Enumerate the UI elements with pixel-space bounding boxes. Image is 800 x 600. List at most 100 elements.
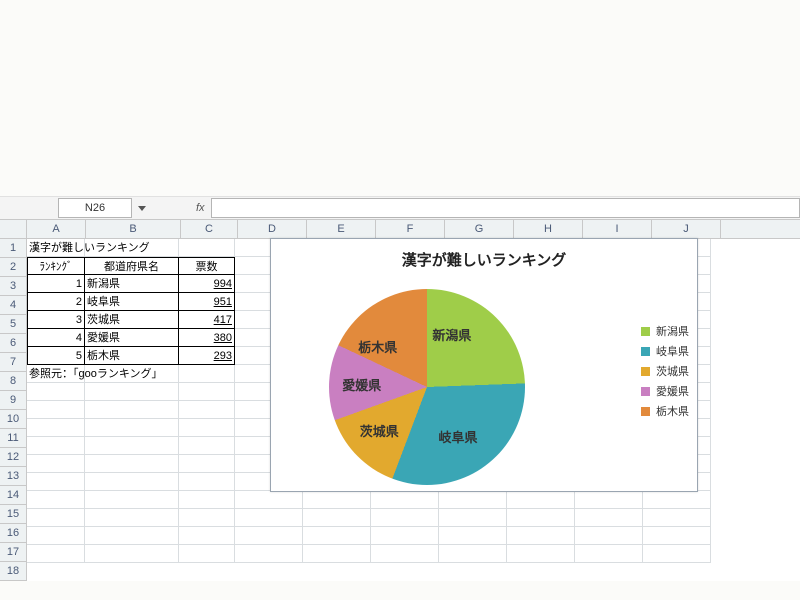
col-header[interactable]: E — [307, 220, 376, 238]
cell[interactable] — [179, 239, 235, 257]
cell[interactable]: 293 — [179, 347, 235, 365]
cell[interactable]: 新潟県 — [85, 275, 179, 293]
cell[interactable] — [27, 455, 85, 473]
cell[interactable]: 994 — [179, 275, 235, 293]
cell[interactable] — [507, 527, 575, 545]
cell[interactable] — [85, 527, 179, 545]
cell[interactable]: 3 — [27, 311, 85, 329]
row-header[interactable]: 7 — [0, 353, 26, 372]
cell[interactable] — [507, 491, 575, 509]
worksheet[interactable]: A B C D E F G H I J 12345678910111213141… — [0, 220, 800, 581]
cell[interactable]: 417 — [179, 311, 235, 329]
cell[interactable] — [439, 509, 507, 527]
cell[interactable] — [27, 419, 85, 437]
cell[interactable] — [27, 491, 85, 509]
cell[interactable]: 都道府県名 — [85, 257, 179, 275]
cell[interactable]: 1 — [27, 275, 85, 293]
cell[interactable] — [85, 401, 179, 419]
cell[interactable] — [235, 545, 303, 563]
cell[interactable]: 岐阜県 — [85, 293, 179, 311]
row-header[interactable]: 15 — [0, 505, 26, 524]
cell[interactable] — [371, 545, 439, 563]
cell[interactable] — [643, 509, 711, 527]
cell[interactable] — [303, 545, 371, 563]
row-header[interactable]: 3 — [0, 277, 26, 296]
cell[interactable] — [575, 509, 643, 527]
cell[interactable] — [85, 383, 179, 401]
cell[interactable] — [643, 527, 711, 545]
cell[interactable] — [85, 473, 179, 491]
cell[interactable] — [179, 419, 235, 437]
col-header[interactable]: G — [445, 220, 514, 238]
cell[interactable] — [179, 383, 235, 401]
cell[interactable]: 愛媛県 — [85, 329, 179, 347]
cell[interactable] — [27, 383, 85, 401]
row-header[interactable]: 16 — [0, 524, 26, 543]
cell[interactable] — [371, 491, 439, 509]
cell[interactable] — [85, 491, 179, 509]
cell[interactable] — [85, 455, 179, 473]
cell[interactable] — [439, 527, 507, 545]
cell[interactable] — [179, 527, 235, 545]
cell[interactable]: 380 — [179, 329, 235, 347]
row-header[interactable]: 9 — [0, 391, 26, 410]
pie-chart[interactable]: 漢字が難しいランキング 新潟県岐阜県茨城県愛媛県栃木県 新潟県岐阜県茨城県愛媛県… — [270, 238, 698, 492]
cell[interactable] — [27, 545, 85, 563]
cell[interactable] — [507, 545, 575, 563]
cell[interactable] — [27, 509, 85, 527]
cell[interactable] — [575, 527, 643, 545]
cell[interactable]: 栃木県 — [85, 347, 179, 365]
cell[interactable] — [85, 437, 179, 455]
select-all-corner[interactable] — [0, 220, 27, 238]
cell[interactable] — [303, 491, 371, 509]
cell[interactable] — [85, 545, 179, 563]
cell[interactable] — [179, 545, 235, 563]
cell[interactable] — [27, 437, 85, 455]
row-header[interactable]: 11 — [0, 429, 26, 448]
cell[interactable]: 漢字が難しいランキング — [27, 239, 85, 257]
name-box[interactable]: N26 — [58, 198, 132, 218]
cell[interactable]: 5 — [27, 347, 85, 365]
row-header[interactable]: 2 — [0, 258, 26, 277]
cell[interactable] — [179, 365, 235, 383]
cell[interactable] — [85, 419, 179, 437]
cell[interactable] — [439, 491, 507, 509]
col-header[interactable]: A — [27, 220, 86, 238]
name-box-dropdown-icon[interactable] — [138, 206, 146, 211]
cell[interactable] — [27, 527, 85, 545]
cell[interactable] — [439, 545, 507, 563]
cell[interactable]: ﾗﾝｷﾝｸﾞ — [27, 257, 85, 275]
row-header[interactable]: 13 — [0, 467, 26, 486]
col-header[interactable]: F — [376, 220, 445, 238]
row-header[interactable]: 18 — [0, 562, 26, 581]
row-header[interactable]: 10 — [0, 410, 26, 429]
cell[interactable] — [235, 491, 303, 509]
cell[interactable] — [85, 365, 179, 383]
cell[interactable] — [303, 509, 371, 527]
formula-input[interactable] — [211, 198, 800, 218]
cell[interactable] — [303, 527, 371, 545]
cell[interactable] — [371, 527, 439, 545]
col-header[interactable]: J — [652, 220, 721, 238]
cell[interactable] — [643, 491, 711, 509]
col-header[interactable]: B — [86, 220, 181, 238]
row-header[interactable]: 8 — [0, 372, 26, 391]
cell[interactable] — [179, 455, 235, 473]
cell[interactable]: 参照元：「gooランキング」 — [27, 365, 85, 383]
cell[interactable]: 票数 — [179, 257, 235, 275]
cell[interactable] — [85, 509, 179, 527]
cell[interactable]: 4 — [27, 329, 85, 347]
cell[interactable] — [371, 509, 439, 527]
cell[interactable] — [643, 545, 711, 563]
row-header[interactable]: 1 — [0, 239, 26, 258]
cell[interactable] — [179, 473, 235, 491]
cell[interactable] — [27, 401, 85, 419]
cell[interactable]: 951 — [179, 293, 235, 311]
cell[interactable] — [507, 509, 575, 527]
row-header[interactable]: 6 — [0, 334, 26, 353]
cell[interactable] — [575, 491, 643, 509]
cell[interactable]: 茨城県 — [85, 311, 179, 329]
col-header[interactable]: C — [181, 220, 238, 238]
cell[interactable] — [179, 509, 235, 527]
cell[interactable] — [235, 509, 303, 527]
